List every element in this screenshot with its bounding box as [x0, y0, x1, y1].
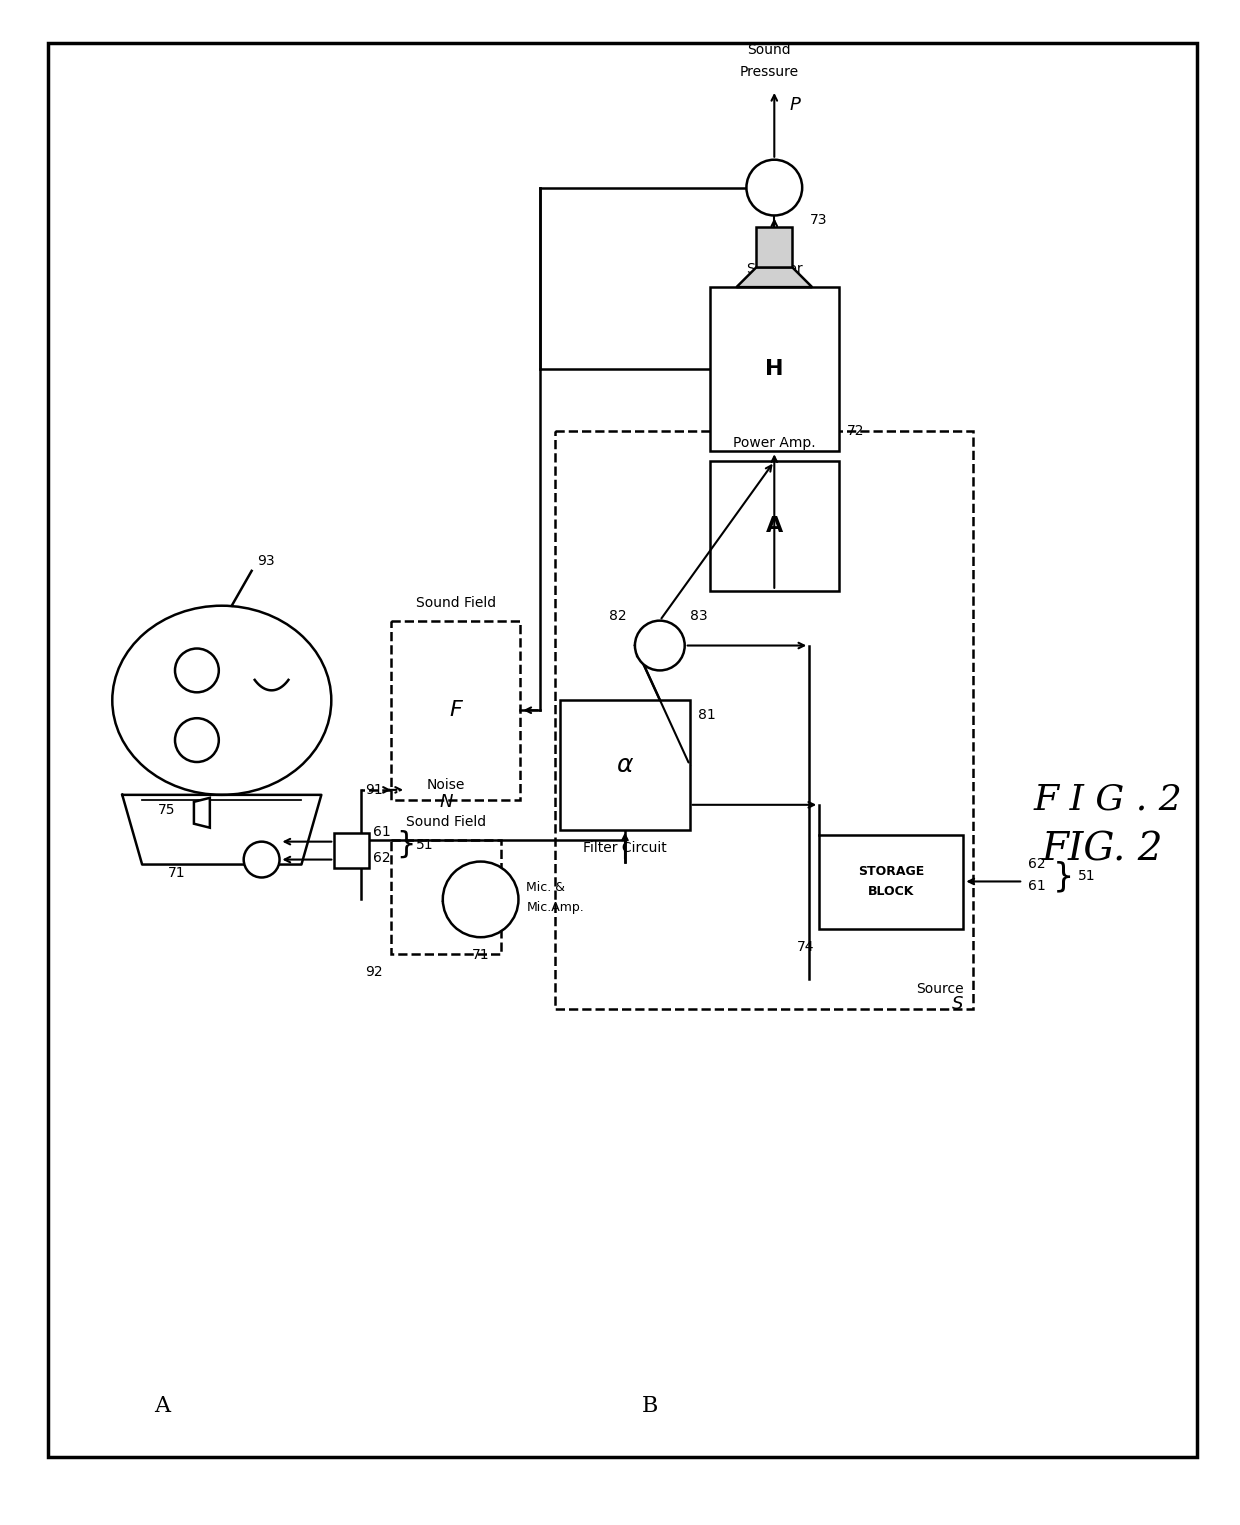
Text: 83: 83 [689, 608, 707, 622]
Text: +: + [765, 177, 784, 198]
Text: F I G . 2: F I G . 2 [1033, 782, 1182, 817]
Text: 73: 73 [810, 214, 827, 227]
Text: 91: 91 [366, 782, 383, 798]
Text: 82: 82 [609, 608, 627, 622]
Text: M: M [471, 891, 490, 909]
Text: Noise: Noise [427, 778, 465, 791]
Bar [391, 621, 521, 799]
Text: Filter Circuit: Filter Circuit [583, 840, 667, 854]
Text: Pressure: Pressure [740, 66, 799, 79]
Bar [756, 227, 792, 267]
Circle shape [635, 621, 684, 671]
Bar [709, 462, 839, 590]
Text: A: A [765, 515, 782, 537]
Polygon shape [737, 267, 812, 287]
Text: Sound Field: Sound Field [405, 814, 486, 828]
Polygon shape [193, 798, 210, 828]
Text: F: F [440, 888, 451, 906]
Bar [335, 833, 370, 868]
Text: 61: 61 [373, 825, 391, 839]
Text: A: A [154, 1395, 170, 1417]
Text: N: N [439, 793, 453, 811]
Text: 51: 51 [1078, 869, 1096, 883]
Text: Sound: Sound [748, 43, 791, 58]
Text: Mic.Amp.: Mic.Amp. [527, 901, 584, 913]
Text: Speaker: Speaker [746, 262, 802, 276]
Text: STORAGE: STORAGE [858, 865, 924, 878]
Text: B: B [641, 1395, 658, 1417]
Bar [391, 840, 501, 955]
Text: Mic. &: Mic. & [527, 881, 565, 894]
Text: }: } [396, 830, 415, 859]
Text: 93: 93 [257, 554, 274, 567]
Text: 62: 62 [373, 851, 391, 865]
Circle shape [244, 842, 279, 877]
Text: Sound Field: Sound Field [415, 596, 496, 610]
Text: S: S [952, 994, 963, 1013]
Text: 51: 51 [415, 837, 434, 851]
Text: Source: Source [916, 982, 963, 996]
Text: 81: 81 [698, 708, 715, 723]
Text: F: F [449, 700, 463, 720]
Text: 72: 72 [847, 424, 864, 439]
Text: P: P [789, 96, 800, 114]
Text: +: + [651, 636, 670, 656]
Text: $\alpha$: $\alpha$ [616, 753, 634, 778]
Text: 62: 62 [1028, 857, 1045, 871]
Text: H: H [765, 358, 784, 378]
Text: 71: 71 [471, 949, 490, 962]
Text: Power Amp.: Power Amp. [733, 436, 816, 450]
Text: }: } [1053, 860, 1074, 894]
Bar [709, 287, 839, 451]
Bar [820, 834, 963, 929]
Text: 61: 61 [1028, 880, 1045, 894]
Bar [556, 432, 973, 1010]
Text: FIG. 2: FIG. 2 [1042, 831, 1163, 868]
Text: 75: 75 [159, 802, 176, 817]
Circle shape [175, 718, 218, 762]
Circle shape [746, 160, 802, 215]
Bar [560, 700, 689, 830]
Text: BLOCK: BLOCK [868, 884, 914, 898]
Circle shape [175, 648, 218, 692]
Text: 71: 71 [169, 866, 186, 880]
Circle shape [443, 862, 518, 938]
Text: 74: 74 [796, 941, 815, 955]
Ellipse shape [113, 605, 331, 795]
Text: 92: 92 [366, 965, 383, 979]
